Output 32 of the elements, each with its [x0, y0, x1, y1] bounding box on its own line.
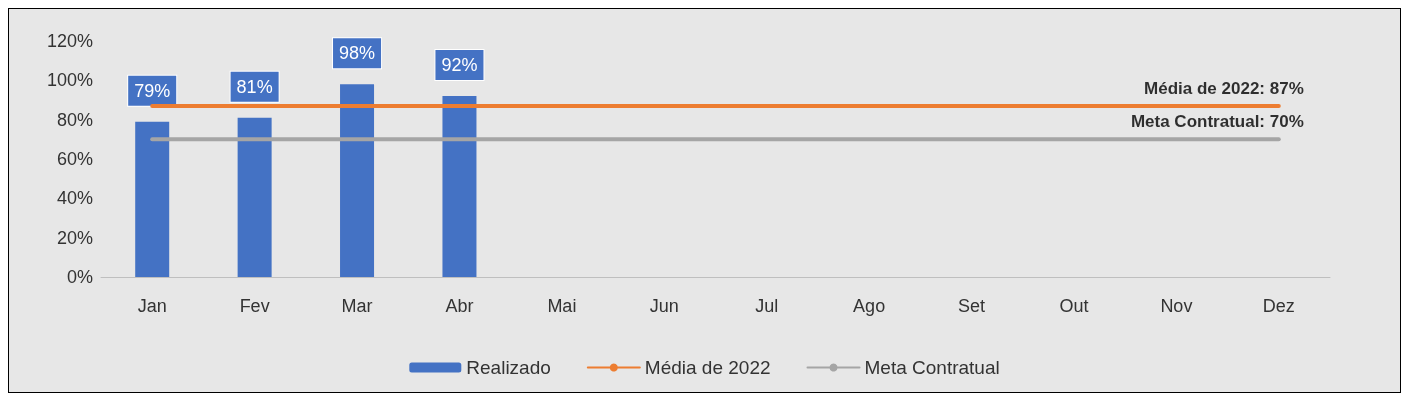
bar [340, 84, 375, 277]
bar [237, 117, 272, 277]
data-label: 79% [134, 80, 171, 101]
x-tick-label: Mar [341, 296, 373, 316]
x-tick-label: Jun [649, 296, 679, 316]
x-tick-label: Jul [755, 296, 779, 316]
bar [135, 121, 170, 277]
legend-label: Média de 2022 [644, 357, 771, 378]
y-tick-label: 80% [56, 109, 93, 130]
x-tick-label: Jan [137, 296, 167, 316]
x-tick-label: Mai [547, 296, 577, 316]
x-tick-label: Set [958, 296, 986, 316]
y-tick-label: 0% [66, 267, 93, 287]
x-tick-label: Ago [853, 296, 886, 316]
data-label: 81% [236, 76, 273, 97]
x-tick-label: Abr [445, 296, 474, 316]
bar [442, 96, 477, 277]
annotation: Média de 2022: 87% [1144, 78, 1304, 98]
x-tick-label: Nov [1160, 296, 1193, 316]
x-tick-label: Fev [239, 296, 270, 316]
data-label: 98% [339, 43, 376, 64]
legend-label: Meta Contratual [864, 357, 1000, 378]
x-tick-label: Dez [1262, 296, 1295, 316]
y-tick-label: 60% [56, 149, 93, 169]
y-tick-label: 20% [56, 227, 93, 248]
annotation: Meta Contratual: 70% [1130, 112, 1304, 132]
x-tick-label: Out [1059, 296, 1089, 316]
y-tick-label: 120% [46, 31, 93, 51]
y-tick-label: 100% [46, 70, 93, 91]
data-label: 92% [441, 55, 478, 76]
y-tick-label: 40% [56, 188, 93, 209]
legend-label: Realizado [466, 357, 551, 378]
